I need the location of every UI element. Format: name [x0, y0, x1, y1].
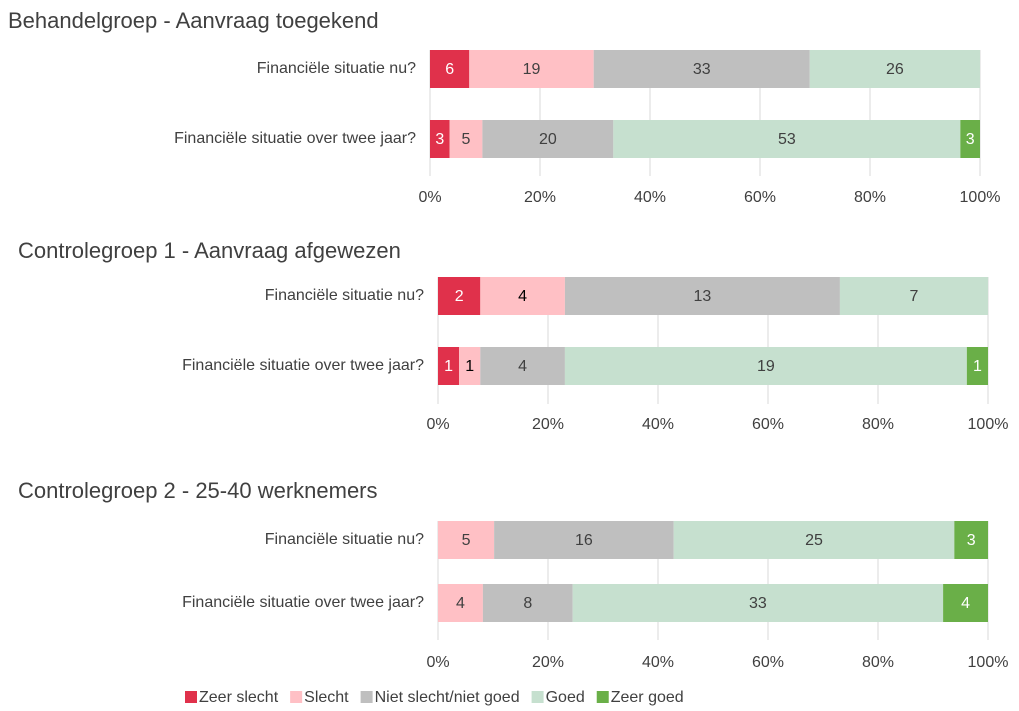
category-label: Financiële situatie over twee jaar?	[182, 594, 424, 611]
x-tick-label: 100%	[960, 189, 1001, 206]
bar-segment	[430, 120, 450, 158]
legend-label: Zeer goed	[611, 689, 684, 706]
data-label: 20	[539, 131, 557, 148]
chart-title: Controlegroep 2 - 25-40 werknemers	[18, 478, 378, 503]
bar-segment	[943, 584, 988, 622]
x-tick-label: 100%	[968, 654, 1009, 671]
data-label: 4	[518, 358, 527, 375]
bar-segment	[469, 50, 594, 88]
x-tick-label: 60%	[752, 416, 784, 433]
data-label: 19	[757, 358, 775, 375]
bar-segment	[430, 50, 470, 88]
bar-segment	[438, 277, 481, 315]
legend-swatch	[290, 691, 303, 703]
data-label: 33	[693, 61, 711, 78]
data-label: 1	[444, 358, 453, 375]
data-label: 4	[961, 595, 970, 612]
bar-segment	[482, 120, 614, 158]
data-label: 13	[694, 288, 712, 305]
bar-segment	[613, 120, 961, 158]
bar-segment	[494, 521, 674, 559]
chart-title: Behandelgroep - Aanvraag toegekend	[8, 8, 379, 33]
bar-segment	[438, 584, 483, 622]
x-tick-label: 40%	[642, 416, 674, 433]
data-label: 1	[973, 358, 982, 375]
category-label: Financiële situatie over twee jaar?	[182, 357, 424, 374]
x-tick-label: 20%	[532, 654, 564, 671]
x-tick-label: 40%	[642, 654, 674, 671]
bar-segment	[480, 347, 565, 385]
chart-title: Controlegroep 1 - Aanvraag afgewezen	[18, 238, 401, 263]
bar-segment	[839, 277, 988, 315]
category-label: Financiële situatie over twee jaar?	[174, 130, 416, 147]
category-label: Financiële situatie nu?	[257, 60, 416, 77]
data-label: 1	[465, 358, 474, 375]
legend-swatch	[596, 691, 609, 703]
data-label: 4	[456, 595, 465, 612]
data-label: 3	[967, 532, 976, 549]
bar-segment	[564, 347, 967, 385]
legend-label: Zeer slecht	[199, 689, 279, 706]
data-label: 25	[805, 532, 823, 549]
x-tick-label: 80%	[862, 416, 894, 433]
data-label: 5	[462, 131, 471, 148]
legend-swatch	[185, 691, 197, 703]
data-label: 26	[886, 61, 904, 78]
data-label: 7	[910, 288, 919, 305]
bar-segment	[459, 347, 481, 385]
data-label: 5	[462, 532, 471, 549]
x-tick-label: 60%	[744, 189, 776, 206]
data-label: 6	[445, 61, 454, 78]
x-tick-label: 0%	[426, 416, 449, 433]
data-label: 33	[749, 595, 767, 612]
data-label: 4	[518, 288, 527, 305]
data-label: 19	[523, 61, 541, 78]
category-label: Financiële situatie nu?	[265, 531, 424, 548]
legend-label: Slecht	[304, 689, 349, 706]
category-label: Financiële situatie nu?	[265, 287, 424, 304]
bar-segment	[593, 50, 810, 88]
x-tick-label: 80%	[854, 189, 886, 206]
legend-swatch	[360, 691, 373, 703]
x-tick-label: 40%	[634, 189, 666, 206]
bar-segment	[480, 277, 565, 315]
legend-label: Niet slecht/niet goed	[375, 689, 520, 706]
x-tick-label: 60%	[752, 654, 784, 671]
x-tick-label: 0%	[426, 654, 449, 671]
bar-segment	[572, 584, 944, 622]
bar-segment	[438, 521, 495, 559]
x-tick-label: 20%	[524, 189, 556, 206]
x-tick-label: 80%	[862, 654, 894, 671]
legend-label: Goed	[546, 689, 585, 706]
x-tick-label: 20%	[532, 416, 564, 433]
x-tick-label: 100%	[968, 416, 1009, 433]
data-label: 3	[966, 131, 975, 148]
data-label: 16	[575, 532, 593, 549]
data-label: 53	[778, 131, 796, 148]
bar-segment	[673, 521, 955, 559]
bar-segment	[954, 521, 988, 559]
bar-segment	[482, 584, 573, 622]
legend-swatch	[531, 691, 544, 703]
data-label: 8	[523, 595, 532, 612]
bar-segment	[564, 277, 840, 315]
x-tick-label: 0%	[418, 189, 441, 206]
bar-segment	[449, 120, 483, 158]
data-label: 3	[435, 131, 444, 148]
data-label: 2	[455, 288, 464, 305]
bar-segment	[438, 347, 460, 385]
bar-segment	[809, 50, 980, 88]
bar-segment	[966, 347, 988, 385]
bar-segment	[960, 120, 980, 158]
